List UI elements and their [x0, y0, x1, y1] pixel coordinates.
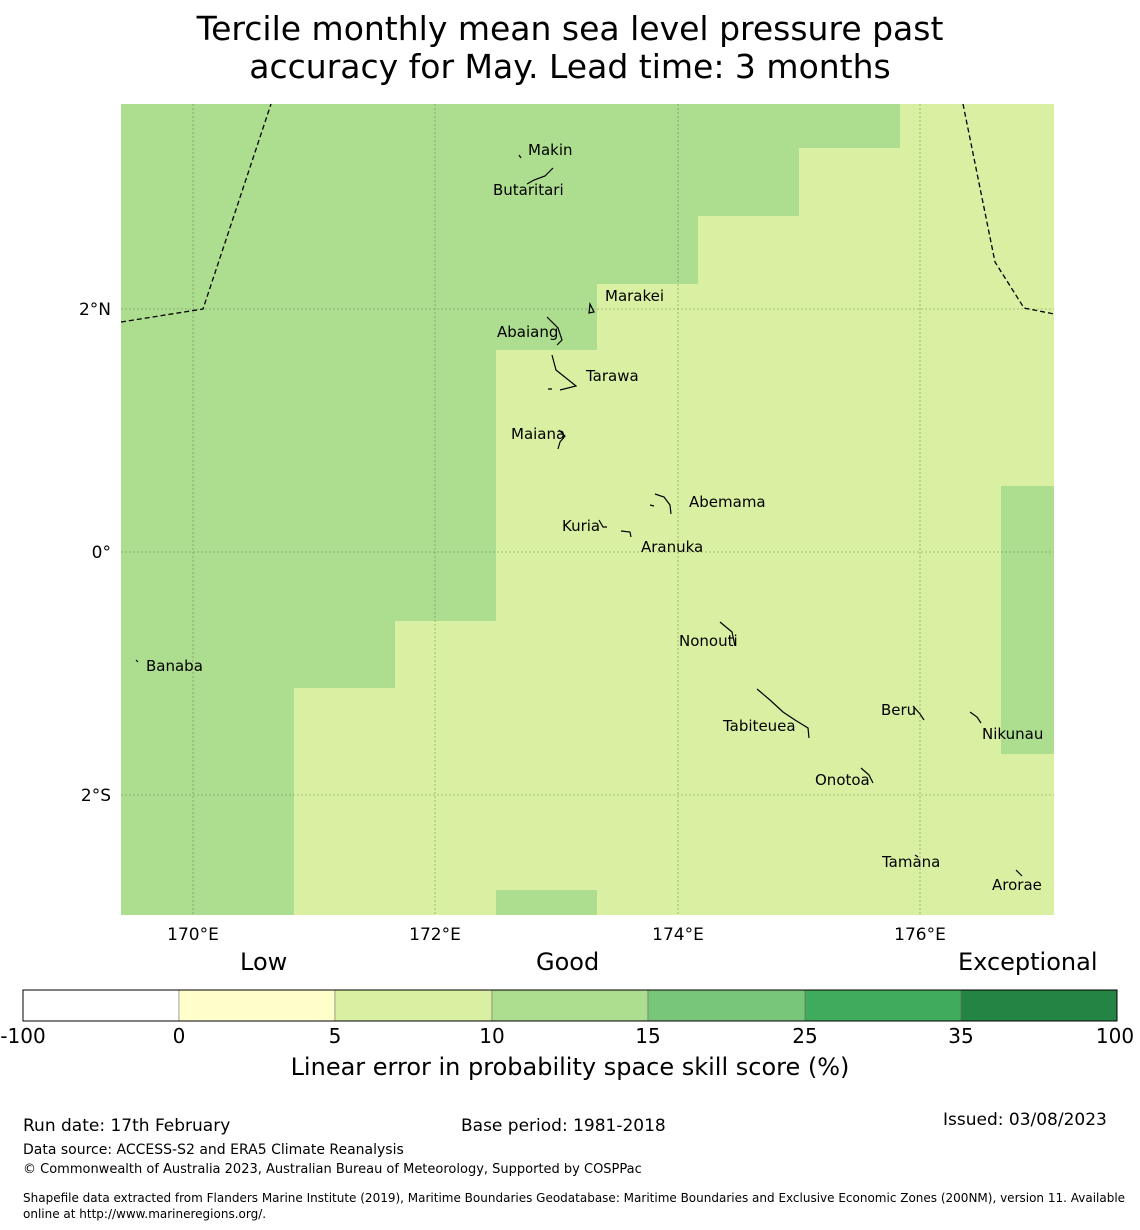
island-shape-nonouti: [719, 621, 736, 647]
island-label: Marakei: [605, 287, 664, 305]
island-shape-tarawa: [548, 354, 578, 391]
lat-label-0: 0°: [92, 543, 111, 563]
island-label: Tabiteuea: [722, 717, 796, 735]
colorbar-tick: 25: [792, 1024, 818, 1048]
colorbar-segment: [491, 989, 649, 1022]
island-label: Abemama: [689, 493, 766, 511]
island-shape-abemama: [649, 493, 672, 515]
lon-label-176e: 176°E: [894, 925, 946, 945]
colorbar-segment: [804, 989, 962, 1022]
island-shape-makin: [518, 154, 522, 159]
colorbar-tick: 35: [948, 1024, 974, 1048]
island-label: Makin: [528, 141, 573, 159]
island-shape-marakei: [588, 301, 595, 314]
island-shape-butaritari: [526, 167, 554, 185]
eez-boundary-west: [120, 103, 272, 323]
island-shape-beru: [912, 705, 925, 721]
island-shape-tamana: [914, 854, 919, 858]
island-label: Nikunau: [982, 725, 1043, 743]
region-good-east: [1001, 486, 1054, 754]
colorbar-label: Linear error in probability space skill …: [290, 1053, 850, 1081]
eez-boundaries: [120, 103, 1055, 323]
colorbar-segment: [334, 989, 493, 1022]
island-shape-abaiang: [546, 316, 563, 346]
copyright-notice: © Commonwealth of Australia 2023, Austra…: [23, 1162, 642, 1177]
title-line-1: Tercile monthly mean sea level pressure …: [196, 9, 944, 48]
title-line-2: accuracy for May. Lead time: 3 months: [249, 47, 891, 86]
region-good-south: [496, 890, 597, 915]
gridlines: [121, 104, 1054, 915]
colorbar-frame: [22, 989, 1118, 1022]
shapefile-credit-line-2: online at http://www.marineregions.org/.: [23, 1207, 267, 1221]
lat-label-2n: 2°N: [79, 300, 111, 320]
colorbar-heading-exceptional: Exceptional: [958, 948, 1098, 976]
region-good-west: [121, 104, 900, 915]
island-shape-kuria: [598, 519, 607, 528]
island-label: Banaba: [146, 657, 203, 675]
colorbar-tick: 0: [172, 1024, 186, 1048]
island-label: Aranuka: [641, 538, 703, 556]
colorbar-tick: -100: [0, 1024, 46, 1048]
colorbar-heading-good: Good: [536, 948, 600, 976]
island-label: Tarawa: [585, 367, 639, 385]
island-label: Maiana: [511, 425, 565, 443]
colorbar-segment: [647, 989, 806, 1022]
island-label: Butaritari: [493, 181, 564, 199]
island-label: Onotoa: [815, 771, 870, 789]
island-label: Abaiang: [497, 323, 558, 341]
island-shape-nikunau: [969, 711, 982, 724]
shapefile-credit-line-1: Shapefile data extracted from Flanders M…: [23, 1191, 1126, 1205]
run-date: Run date: 17th February: [23, 1116, 231, 1136]
colorbar-tick: 15: [635, 1024, 661, 1048]
colorbar-segment: [960, 989, 1118, 1022]
island-label: Kuria: [562, 517, 600, 535]
colorbar-segment: [22, 989, 180, 1022]
issued-date: Issued: 03/08/2023: [943, 1110, 1107, 1130]
lat-label-2s: 2°S: [81, 786, 111, 806]
island-label: Arorae: [992, 876, 1042, 894]
island-shape-banaba: [135, 659, 139, 663]
colorbar-heading-low: Low: [240, 948, 288, 976]
map-title: Tercile monthly mean sea level pressure …: [0, 10, 1140, 86]
island-shape-arorae: [1015, 869, 1023, 877]
island-labels: Makin Butaritari Marakei Abaiang Tarawa …: [146, 141, 1043, 894]
island-shape-aranuka: [620, 530, 632, 538]
island-shape-maiana: [557, 429, 566, 450]
data-source: Data source: ACCESS-S2 and ERA5 Climate …: [23, 1142, 404, 1158]
lon-label-172e: 172°E: [409, 925, 461, 945]
base-period: Base period: 1981-2018: [461, 1116, 666, 1136]
lon-axis-labels: 170°E 172°E 174°E 176°E: [167, 925, 946, 945]
colorbar-tick: 10: [479, 1024, 505, 1048]
colorbar-tick: 5: [328, 1024, 342, 1048]
island-outlines: [135, 154, 1023, 877]
eez-boundary-east: [962, 103, 1055, 315]
lon-label-170e: 170°E: [167, 925, 219, 945]
lon-label-174e: 174°E: [652, 925, 704, 945]
island-label: Tamana: [881, 853, 940, 871]
island-shape-onotoa: [860, 767, 874, 784]
colorbar-tick: 100: [1095, 1024, 1135, 1048]
skill-regions: [121, 104, 1054, 915]
island-label: Beru: [881, 701, 916, 719]
colorbar-segment: [178, 989, 336, 1022]
island-label: Nonouti: [679, 632, 738, 650]
colorbar: [22, 989, 1118, 1022]
island-shape-tabiteuea: [756, 688, 810, 739]
lat-axis-labels: 2°N 0° 2°S: [79, 300, 111, 806]
